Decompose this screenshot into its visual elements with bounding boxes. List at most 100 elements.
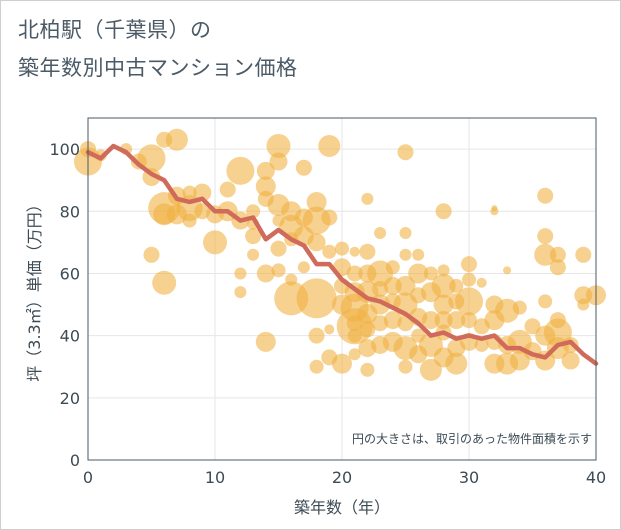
trend-line-group: [85, 143, 599, 366]
data-bubble: [524, 318, 541, 335]
y-tick-label: 20: [60, 389, 80, 408]
data-bubble: [455, 287, 483, 316]
y-tick-label: 100: [49, 140, 80, 159]
y-tick-label: 60: [60, 264, 80, 283]
y-tick-label: 40: [60, 327, 80, 346]
data-bubble: [549, 246, 566, 263]
data-bubble: [575, 246, 592, 263]
data-bubble: [246, 204, 261, 219]
data-bubble: [256, 161, 275, 180]
plot-area-border: [87, 117, 597, 461]
data-bubble: [309, 359, 324, 374]
data-bubble: [399, 248, 412, 261]
data-bubble: [537, 228, 554, 245]
data-bubble: [374, 227, 387, 240]
data-bubble: [423, 266, 438, 281]
data-bubble: [234, 286, 247, 299]
data-bubble: [577, 298, 590, 311]
y-tick-label: 80: [60, 202, 80, 221]
data-bubble: [349, 246, 360, 257]
data-bubble: [307, 233, 326, 252]
data-bubble: [285, 273, 298, 286]
x-tick-label: 20: [332, 468, 352, 487]
data-bubble: [266, 133, 291, 158]
x-tick-label: 30: [459, 468, 479, 487]
data-bubble: [359, 321, 376, 338]
data-bubble: [476, 277, 487, 288]
chart-title-line-1: 北柏駅（千葉県）の: [18, 18, 212, 42]
y-axis-label: 坪（3.3㎡）単価（万円）: [25, 196, 44, 381]
data-bubble: [538, 294, 553, 309]
data-bubble: [435, 203, 452, 220]
data-bubble: [412, 248, 425, 261]
data-bubble: [397, 144, 414, 161]
data-bubble: [461, 312, 477, 329]
data-bubble: [561, 351, 580, 370]
data-bubble: [271, 263, 286, 278]
data-bubble: [537, 187, 554, 204]
data-bubble: [165, 128, 188, 151]
data-bubble: [490, 207, 499, 216]
data-bubble: [346, 265, 363, 282]
data-bubble: [445, 352, 468, 375]
data-bubble: [296, 278, 337, 319]
data-bubble: [431, 273, 456, 298]
data-bubble: [219, 181, 236, 198]
data-bubble: [534, 243, 557, 266]
axis-ticks: 0 20 40 60 80 100 0 10 20 30 40: [49, 140, 606, 487]
data-bubble: [306, 191, 327, 212]
data-bubble: [324, 324, 335, 335]
data-bubble: [318, 134, 341, 157]
data-bubble: [226, 156, 255, 185]
data-bubble: [308, 327, 325, 344]
data-bubble: [335, 241, 349, 256]
data-bubble: [182, 185, 197, 200]
data-bubble: [203, 230, 227, 255]
data-bubble: [434, 311, 453, 330]
data-bubble: [503, 266, 512, 275]
data-bubble: [256, 264, 275, 283]
data-bubble: [143, 246, 160, 263]
data-bubble: [137, 144, 166, 173]
data-bubble: [348, 348, 361, 361]
data-bubble: [421, 311, 440, 330]
x-axis-label: 築年数（年）: [294, 498, 390, 517]
data-bubble: [449, 278, 464, 293]
data-bubble: [398, 359, 413, 374]
y-tick-label: 0: [70, 451, 80, 470]
data-bubble: [399, 227, 412, 240]
data-bubble: [297, 261, 310, 274]
data-bubble: [437, 264, 450, 277]
data-bubble: [360, 362, 375, 377]
x-tick-label: 40: [586, 468, 606, 487]
data-bubble: [361, 192, 374, 205]
data-bubble: [383, 311, 402, 330]
data-bubble: [474, 337, 489, 352]
data-bubble: [255, 176, 276, 197]
data-bubble: [270, 240, 287, 257]
data-bubble: [461, 256, 477, 273]
data-bubble: [332, 353, 352, 374]
data-bubble: [245, 228, 262, 245]
data-bubble: [395, 275, 416, 296]
data-bubble: [295, 159, 312, 176]
data-bubble: [269, 152, 288, 171]
data-bubble: [359, 243, 376, 260]
data-bubble: [182, 213, 197, 228]
x-tick-label: 0: [83, 468, 93, 487]
data-bubble: [385, 260, 400, 275]
data-bubble: [408, 263, 429, 284]
data-bubble: [512, 300, 527, 315]
bubble-size-note: 円の大きさは、取引のあった物件面積を示す: [352, 431, 592, 446]
data-bubble: [255, 331, 276, 352]
data-bubble: [322, 244, 337, 259]
data-bubble: [321, 209, 338, 226]
data-bubble: [462, 272, 476, 287]
data-bubble: [495, 298, 520, 323]
data-bubble: [234, 267, 247, 280]
data-bubble: [193, 183, 212, 202]
bubbles: [74, 128, 606, 381]
data-bubble: [549, 259, 566, 276]
data-bubble: [152, 270, 177, 295]
